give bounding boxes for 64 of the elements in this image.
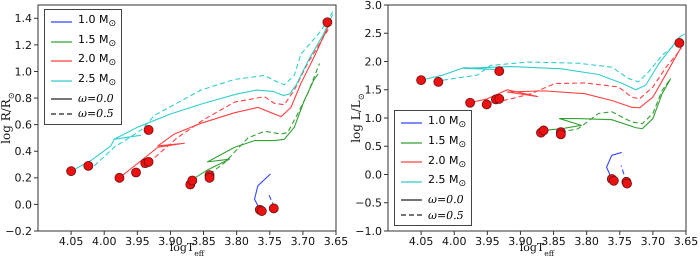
x-tick-label: 3.70 [640, 234, 666, 248]
point [144, 156, 154, 167]
point [187, 176, 198, 186]
y-tick-label: 0.0 [364, 168, 382, 182]
point [66, 166, 76, 176]
legend-label: 2.5 M$_{⊙}$ [428, 172, 466, 192]
y-tick-label: 0.0 [14, 198, 32, 212]
x-tick-label: 4.05 [408, 234, 434, 248]
y-tick-label: 0.5 [364, 140, 382, 154]
point [416, 75, 426, 86]
point [204, 172, 214, 183]
y-tick-label: 1.0 [14, 65, 32, 78]
legend-label: 1.5 M$_{⊙}$ [78, 32, 116, 51]
x-tick-label: 3.80 [224, 234, 249, 248]
x-tick-label: 3.95 [125, 234, 150, 248]
y-tick-label: 1.2 [14, 38, 32, 52]
annotation: ω=0.5 [78, 106, 114, 122]
x-tick-label: 3.75 [608, 234, 632, 248]
y-tick-label: 1.4 [14, 12, 32, 26]
y-tick-label: −0.2 [5, 224, 32, 238]
y-tick-label: 1.5 [364, 84, 382, 97]
x-tick-label: 3.75 [258, 234, 282, 248]
x-tick-label: 3.85 [541, 234, 566, 248]
x-tick-label: 3.95 [475, 234, 500, 248]
y-tick-label: 2.0 [364, 55, 382, 68]
x-tick-label: 3.65 [324, 234, 348, 248]
y-tick-label: 0.8 [14, 92, 32, 105]
annotation: ω=0.0 [78, 90, 114, 106]
point [83, 160, 94, 171]
x-tick-label: 3.70 [290, 234, 316, 248]
legend-label: 2.0 M$_{⊙}$ [78, 51, 116, 71]
x-tick-label: 3.80 [574, 234, 599, 248]
point [433, 76, 444, 87]
y-tick-label: 0.4 [14, 145, 32, 158]
x-tick-label: 3.85 [191, 234, 216, 248]
y-tick-label: 0.2 [14, 172, 32, 185]
point [322, 17, 332, 28]
point [465, 98, 476, 108]
legend-label: 1.0 M$_{⊙}$ [78, 12, 116, 32]
x-tick-label: 4.00 [442, 234, 466, 248]
point [674, 38, 684, 48]
point [538, 126, 549, 136]
annotation: ω=0.5 [428, 208, 464, 223]
y-tick-label: −1.0 [355, 224, 382, 238]
x-tick-label: 4.05 [58, 234, 84, 248]
legend-label: 1.0 M$_{⊙}$ [428, 113, 466, 132]
y-tick-label: 3.0 [364, 0, 382, 12]
point [114, 172, 124, 183]
point [482, 100, 492, 110]
legend-label: 1.5 M$_{⊙}$ [428, 132, 466, 152]
y-tick-label: 1.0 [364, 112, 382, 125]
y-tick-label: −0.5 [355, 196, 382, 210]
annotation: ω=0.0 [428, 192, 464, 208]
legend-label: 2.0 M$_{⊙}$ [428, 152, 466, 172]
x-tick-label: 3.65 [674, 234, 698, 248]
point [144, 125, 154, 135]
point [494, 66, 504, 76]
y-tick-label: 0.6 [14, 118, 32, 132]
x-tick-label: 4.00 [92, 234, 116, 248]
point [131, 168, 141, 178]
point [494, 94, 504, 104]
legend-label: 2.5 M$_{⊙}$ [78, 71, 116, 90]
point [268, 203, 279, 214]
y-tick-label: 2.5 [364, 27, 382, 40]
